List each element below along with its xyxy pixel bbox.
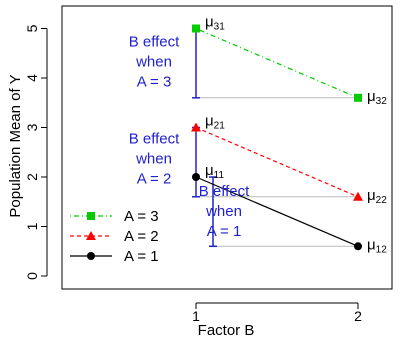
y-tick-label: 0 <box>24 272 40 280</box>
series-lines <box>195 27 359 247</box>
effect-label: B effect when A = 3 <box>129 34 180 91</box>
legend-marker <box>87 252 95 260</box>
effect-label: B effect when A = 2 <box>129 131 180 188</box>
y-tick-label: 4 <box>24 74 40 82</box>
y-axis-label: Population Mean of Y <box>7 74 24 217</box>
point-label: μ12 <box>367 236 387 255</box>
effect-label: B effect when A = 1 <box>199 183 250 240</box>
data-point <box>192 173 200 181</box>
legend-label: A = 1 <box>124 248 159 265</box>
x-axis-label: Factor B <box>198 322 255 339</box>
data-point <box>354 93 362 102</box>
point-label: μ21 <box>205 113 225 132</box>
data-point <box>353 191 363 201</box>
point-label: μ11 <box>205 162 224 181</box>
series-line <box>195 27 359 99</box>
point-label: μ31 <box>205 14 225 33</box>
x-tick-label: 2 <box>354 308 362 324</box>
y-tick-label: 3 <box>24 123 40 131</box>
legend-marker <box>86 231 96 240</box>
data-point <box>191 122 201 132</box>
point-labels: μ31 μ32 μ21 μ22 μ11 μ12 <box>205 14 387 256</box>
legend: A = 3 A = 2 A = 1 <box>70 208 159 265</box>
data-points <box>191 24 363 251</box>
y-tick-label: 2 <box>24 173 40 181</box>
series-line <box>195 176 359 247</box>
point-label: μ22 <box>367 187 387 206</box>
legend-label: A = 3 <box>124 208 159 225</box>
effect-labels: B effect when A = 3 B effect when A = 2 B effe… <box>129 34 250 241</box>
y-axis: 0 1 2 3 4 5 <box>24 24 48 280</box>
plot-frame <box>61 5 393 290</box>
reference-lines <box>193 97 358 247</box>
legend-label: A = 2 <box>124 228 159 245</box>
x-tick-label: 1 <box>192 308 200 324</box>
point-label: μ32 <box>367 88 387 107</box>
y-tick-label: 5 <box>24 24 40 32</box>
y-tick-label: 1 <box>24 222 40 230</box>
series-line <box>195 126 359 198</box>
data-point <box>192 24 200 33</box>
data-point <box>354 242 362 251</box>
legend-marker <box>87 212 95 220</box>
